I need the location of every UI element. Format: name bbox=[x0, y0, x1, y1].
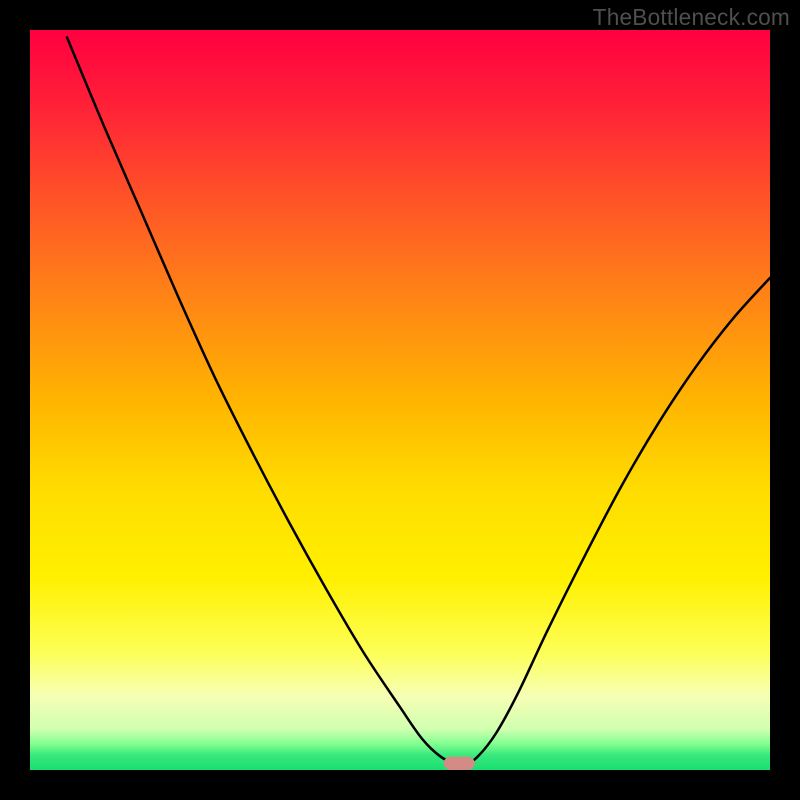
optimum-marker bbox=[444, 757, 475, 770]
plot-area bbox=[30, 30, 770, 770]
watermark-text: TheBottleneck.com bbox=[593, 4, 790, 31]
plot-svg bbox=[30, 30, 770, 770]
bottleneck-figure: TheBottleneck.com bbox=[0, 0, 800, 800]
plot-background bbox=[30, 30, 770, 770]
